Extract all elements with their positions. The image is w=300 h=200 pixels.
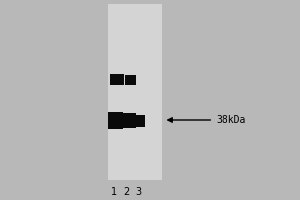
Bar <box>110 74 124 85</box>
Bar <box>136 115 145 127</box>
Text: 3: 3 <box>135 187 141 197</box>
Text: 38kDa: 38kDa <box>168 115 245 125</box>
Text: 2: 2 <box>123 187 129 197</box>
Bar <box>123 113 136 128</box>
Text: 1: 1 <box>111 187 117 197</box>
Bar <box>108 4 162 180</box>
Bar <box>124 75 136 85</box>
Bar <box>108 112 123 129</box>
